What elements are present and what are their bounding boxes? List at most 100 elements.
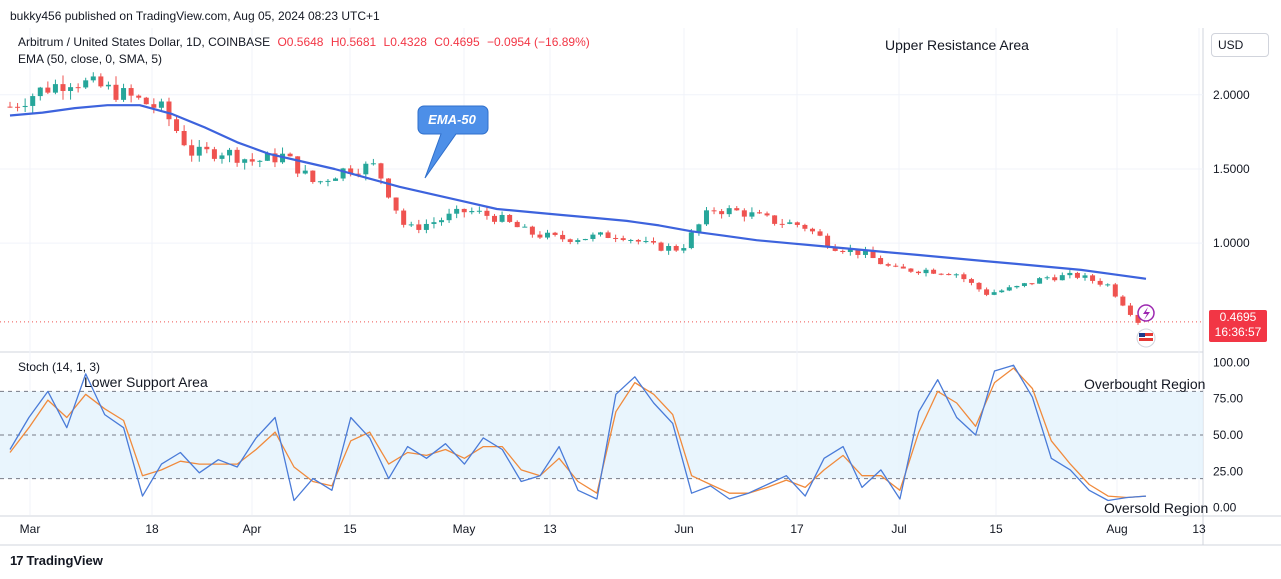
candle-body[interactable]: [613, 237, 619, 239]
candle-body[interactable]: [650, 241, 656, 243]
candle-body[interactable]: [507, 214, 513, 222]
candle-body[interactable]: [529, 226, 535, 235]
candle-body[interactable]: [817, 231, 823, 236]
candle-body[interactable]: [908, 268, 914, 272]
candle-body[interactable]: [219, 155, 225, 159]
candle-body[interactable]: [1120, 296, 1126, 306]
candle-body[interactable]: [45, 87, 51, 93]
candle-body[interactable]: [764, 213, 770, 216]
candle-body[interactable]: [227, 149, 233, 156]
candle-body[interactable]: [976, 282, 982, 290]
candle-body[interactable]: [1052, 277, 1058, 281]
candle-body[interactable]: [787, 222, 793, 224]
candle-body[interactable]: [1090, 275, 1096, 281]
currency-selector[interactable]: USD: [1211, 33, 1269, 57]
candle-body[interactable]: [953, 274, 959, 276]
candle-body[interactable]: [885, 264, 891, 266]
candle-body[interactable]: [68, 87, 74, 91]
candle-body[interactable]: [711, 210, 717, 212]
ema-legend[interactable]: EMA (50, close, 0, SMA, 5): [18, 52, 163, 66]
candle-body[interactable]: [878, 258, 884, 265]
candle-body[interactable]: [37, 87, 43, 97]
candle-body[interactable]: [703, 210, 709, 225]
candle-body[interactable]: [348, 168, 354, 174]
candle-body[interactable]: [1105, 284, 1111, 286]
candle-body[interactable]: [681, 248, 687, 251]
candle-body[interactable]: [756, 212, 762, 214]
candle-body[interactable]: [333, 178, 339, 181]
stoch-k-line[interactable]: [9, 364, 1147, 502]
candle-body[interactable]: [605, 232, 611, 238]
candle-body[interactable]: [75, 87, 81, 89]
candle-body[interactable]: [189, 145, 195, 156]
candle-body[interactable]: [492, 215, 498, 222]
candle-body[interactable]: [401, 210, 407, 225]
candle-body[interactable]: [635, 239, 641, 242]
candle-body[interactable]: [946, 274, 952, 276]
candle-body[interactable]: [151, 104, 157, 108]
candle-body[interactable]: [461, 208, 467, 213]
candle-body[interactable]: [1044, 277, 1050, 279]
candle-body[interactable]: [113, 84, 119, 100]
candle-body[interactable]: [60, 84, 66, 91]
candle-body[interactable]: [893, 265, 899, 267]
candle-body[interactable]: [620, 238, 626, 241]
candle-body[interactable]: [862, 250, 868, 255]
candle-body[interactable]: [302, 170, 308, 174]
candle-body[interactable]: [325, 180, 331, 182]
candle-body[interactable]: [847, 248, 853, 253]
candle-body[interactable]: [1082, 275, 1088, 278]
candle-body[interactable]: [779, 223, 785, 225]
candle-body[interactable]: [393, 197, 399, 211]
candle-body[interactable]: [999, 290, 1005, 293]
candle-body[interactable]: [454, 208, 460, 214]
candle-body[interactable]: [143, 97, 149, 105]
candle-body[interactable]: [90, 76, 96, 81]
indicator-line-layer[interactable]: [9, 104, 1147, 502]
candle-body[interactable]: [582, 238, 588, 241]
candle-body[interactable]: [355, 173, 361, 175]
candle-body[interactable]: [204, 146, 210, 150]
candle-body[interactable]: [105, 84, 111, 87]
candle-body[interactable]: [272, 153, 278, 163]
candle-body[interactable]: [136, 95, 142, 98]
candle-body[interactable]: [476, 210, 482, 212]
candle-body[interactable]: [628, 239, 634, 241]
candle-body[interactable]: [363, 163, 369, 175]
stoch-legend[interactable]: Stoch (14, 1, 3): [18, 360, 101, 374]
candle-body[interactable]: [1014, 285, 1020, 288]
candle-body[interactable]: [840, 250, 846, 253]
candle-body[interactable]: [469, 211, 475, 213]
candle-body[interactable]: [83, 80, 89, 88]
candle-body[interactable]: [991, 292, 997, 295]
candle-body[interactable]: [772, 215, 778, 224]
candle-body[interactable]: [1059, 275, 1065, 281]
candle-body[interactable]: [264, 153, 270, 161]
candle-body[interactable]: [242, 159, 248, 163]
stoch-d-line[interactable]: [9, 367, 1147, 499]
candle-body[interactable]: [439, 220, 445, 223]
candle-body[interactable]: [938, 273, 944, 275]
candle-body[interactable]: [386, 178, 392, 198]
candle-body[interactable]: [7, 106, 13, 108]
candle-body[interactable]: [1135, 314, 1141, 323]
candle-body[interactable]: [378, 163, 384, 179]
candle-body[interactable]: [310, 170, 316, 182]
candle-body[interactable]: [749, 212, 755, 217]
candle-body[interactable]: [673, 245, 679, 251]
candle-body[interactable]: [726, 208, 732, 215]
candle-body[interactable]: [22, 105, 28, 108]
candle-body[interactable]: [567, 239, 573, 242]
candle-body[interactable]: [499, 214, 505, 222]
candle-body[interactable]: [257, 160, 263, 162]
candle-body[interactable]: [545, 232, 551, 238]
candle-body[interactable]: [196, 146, 202, 156]
candle-body[interactable]: [1006, 287, 1012, 291]
candle-body[interactable]: [1067, 272, 1073, 276]
candle-body[interactable]: [688, 232, 694, 249]
candle-body[interactable]: [1021, 283, 1027, 286]
candle-body[interactable]: [211, 149, 217, 159]
candle-body[interactable]: [431, 222, 437, 224]
candle-body[interactable]: [832, 246, 838, 251]
